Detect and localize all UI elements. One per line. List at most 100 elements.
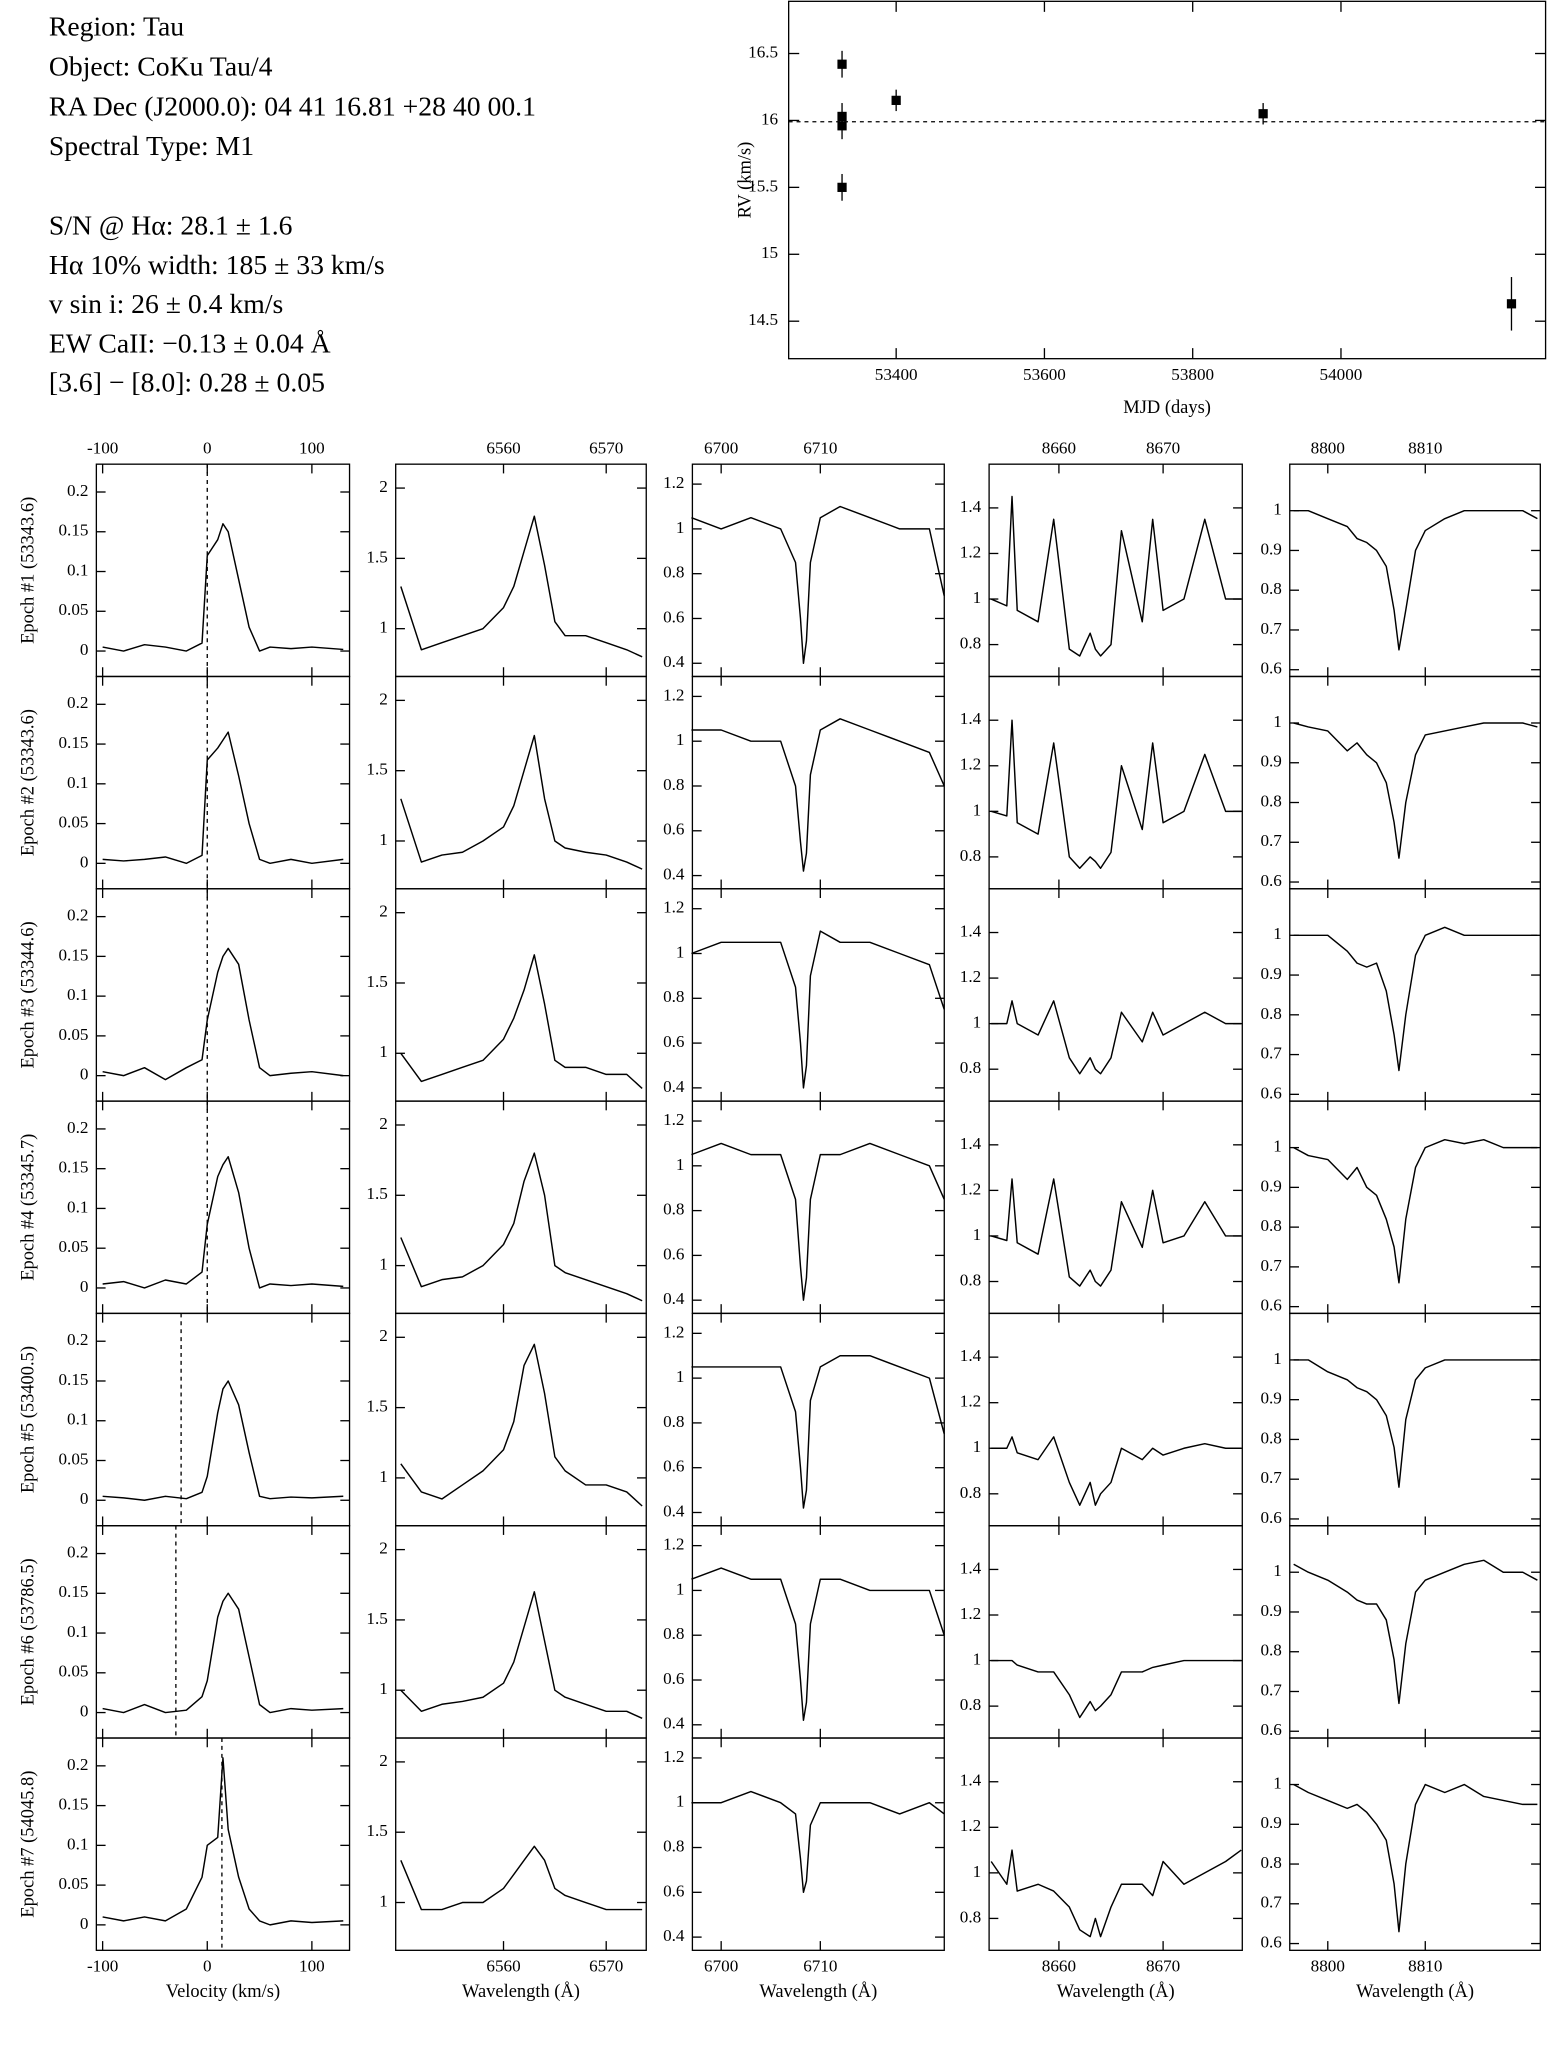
y-tick-label: 1 bbox=[1273, 500, 1282, 519]
spectrum-line bbox=[691, 930, 945, 1089]
data-point bbox=[1506, 299, 1517, 309]
y-tick-label: 0.6 bbox=[663, 1457, 685, 1476]
x-tick-label: 8660 bbox=[1042, 1956, 1076, 1975]
panel-frame bbox=[988, 463, 1243, 678]
info-line: RA Dec (J2000.0): 04 41 16.81 +28 40 00.… bbox=[49, 90, 536, 121]
y-tick-label: 0.2 bbox=[67, 1330, 88, 1349]
spectrum-line bbox=[1293, 1138, 1538, 1284]
y-tick-label: 0.6 bbox=[1260, 1508, 1282, 1527]
y-tick-label: 0.6 bbox=[1260, 1720, 1282, 1739]
x-tick-label: 8670 bbox=[1146, 1956, 1180, 1975]
y-tick-label: 0.9 bbox=[1260, 1813, 1281, 1832]
spectrum-line bbox=[691, 1567, 945, 1722]
y-tick-label: 0.8 bbox=[663, 1200, 684, 1219]
panel-frame bbox=[691, 1525, 945, 1739]
y-tick-label: 2 bbox=[379, 689, 388, 708]
y-tick-label: 2 bbox=[379, 1114, 388, 1133]
row-label: Epoch #2 (53343.6) bbox=[17, 709, 38, 856]
x-tick-label: 6710 bbox=[803, 439, 837, 458]
y-tick-label: 0.8 bbox=[960, 634, 981, 653]
y-tick-label: 1 bbox=[379, 1891, 388, 1910]
panel-frame bbox=[95, 1525, 351, 1739]
y-tick-label: 0.6 bbox=[663, 820, 685, 839]
y-tick-label: 1 bbox=[973, 800, 982, 819]
panel-frame bbox=[988, 1737, 1243, 1951]
y-tick-label: 0.6 bbox=[663, 607, 685, 626]
y-tick-label: 1 bbox=[1273, 1137, 1282, 1156]
x-tick-label: 6560 bbox=[486, 1956, 520, 1975]
spectrum-line bbox=[990, 1178, 1242, 1287]
y-tick-label: 1 bbox=[676, 1155, 685, 1174]
y-tick-label: 16 bbox=[761, 109, 779, 128]
data-point bbox=[837, 121, 847, 131]
info-line: [3.6] − [8.0]: 0.28 ± 0.05 bbox=[49, 367, 325, 398]
panel-frame bbox=[988, 1100, 1243, 1315]
y-tick-label: 0.15 bbox=[58, 1795, 88, 1814]
spectrum-line bbox=[990, 1849, 1242, 1938]
y-tick-label: 14.5 bbox=[748, 310, 778, 329]
y-tick-label: 0.05 bbox=[58, 1449, 88, 1468]
y-tick-label: 0.8 bbox=[960, 1695, 981, 1714]
panel-frame bbox=[95, 1100, 351, 1315]
panel-frame bbox=[395, 463, 647, 678]
y-tick-label: 1 bbox=[973, 1013, 982, 1032]
y-tick-label: 1 bbox=[676, 730, 685, 749]
y-tick-label: 0.15 bbox=[58, 1370, 88, 1389]
x-tick-label: 8810 bbox=[1408, 1956, 1442, 1975]
y-tick-label: 1 bbox=[676, 1792, 685, 1811]
spectrum-line bbox=[102, 1380, 344, 1501]
y-tick-label: 0 bbox=[80, 852, 89, 871]
y-tick-label: 0.1 bbox=[67, 1410, 88, 1429]
x-tick-label: 53800 bbox=[1171, 365, 1214, 384]
y-tick-label: 0.8 bbox=[1260, 791, 1281, 810]
y-tick-label: 1 bbox=[379, 1255, 388, 1274]
y-tick-label: 0.15 bbox=[58, 1582, 88, 1601]
y-tick-label: 0.8 bbox=[663, 563, 684, 582]
y-tick-label: 0.05 bbox=[58, 1874, 88, 1893]
spectrum-line bbox=[991, 1000, 1242, 1075]
row-label: Epoch #4 (53345.7) bbox=[17, 1134, 38, 1281]
y-tick-label: 0.1 bbox=[67, 985, 88, 1004]
y-tick-label: 1.2 bbox=[663, 1110, 684, 1129]
y-tick-label: 1.4 bbox=[960, 497, 982, 516]
y-tick-label: 0.4 bbox=[663, 865, 685, 884]
y-tick-label: 0.4 bbox=[663, 652, 685, 671]
y-tick-label: 1 bbox=[676, 942, 685, 961]
panel-frame bbox=[95, 675, 351, 890]
spectrum-line bbox=[691, 1355, 945, 1509]
spectrum-line bbox=[691, 718, 945, 872]
spectrum-line bbox=[991, 1659, 1242, 1719]
panel-frame bbox=[988, 1525, 1243, 1739]
y-tick-label: 0.6 bbox=[663, 1669, 685, 1688]
panel-frame bbox=[395, 1737, 647, 1951]
data-point bbox=[837, 59, 847, 69]
spectrum-line bbox=[990, 719, 1242, 870]
x-tick-label: 8800 bbox=[1311, 1956, 1345, 1975]
y-tick-label: 0.8 bbox=[960, 1270, 981, 1289]
y-tick-label: 0 bbox=[80, 1702, 89, 1721]
panel-frame bbox=[95, 1312, 351, 1527]
y-tick-label: 1.2 bbox=[960, 1604, 981, 1623]
spectrum-line bbox=[991, 1436, 1242, 1506]
y-tick-label: 0 bbox=[80, 1914, 89, 1933]
y-tick-label: 0.6 bbox=[1260, 1296, 1282, 1315]
y-tick-label: 0.6 bbox=[1260, 659, 1282, 678]
y-tick-label: 1 bbox=[973, 1862, 982, 1881]
x-tick-label: 0 bbox=[203, 1956, 212, 1975]
panel-frame bbox=[691, 1100, 945, 1315]
y-tick-label: 1 bbox=[379, 1042, 388, 1061]
spectrum-line bbox=[1293, 1559, 1538, 1705]
panel-frame bbox=[988, 888, 1243, 1102]
y-tick-label: 0.05 bbox=[58, 1662, 88, 1681]
data-point bbox=[837, 182, 847, 192]
x-tick-label: 54000 bbox=[1320, 365, 1363, 384]
spectrum-line bbox=[102, 523, 344, 652]
y-tick-label: 1.5 bbox=[366, 1184, 387, 1203]
panel-frame bbox=[1289, 1737, 1541, 1951]
y-tick-label: 0.8 bbox=[960, 846, 981, 865]
y-tick-label: 2 bbox=[379, 1751, 388, 1770]
y-tick-label: 1 bbox=[973, 1225, 982, 1244]
y-tick-label: 0 bbox=[80, 640, 89, 659]
y-axis-label: RV (km/s) bbox=[735, 142, 756, 219]
x-axis-label: Wavelength (Å) bbox=[759, 1981, 877, 2002]
